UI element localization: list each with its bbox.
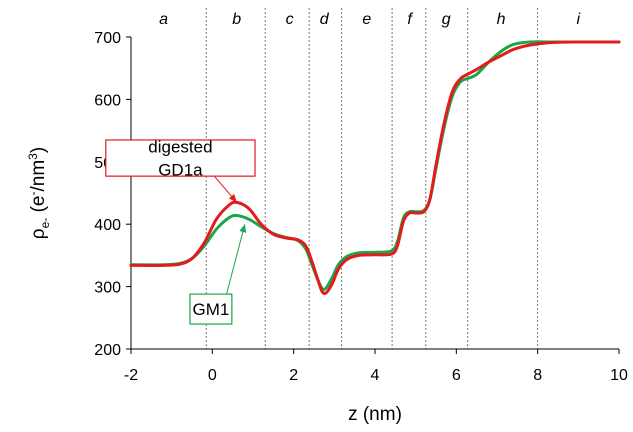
region-label-e: e <box>362 11 371 28</box>
region-label-g: g <box>442 11 451 28</box>
y-axis-title: ρe- (e-/nm3) <box>26 147 52 239</box>
region-label-a: a <box>159 11 168 28</box>
region-label-c: c <box>286 11 294 28</box>
x-axis: -2 0 2 4 6 8 10 <box>124 348 628 384</box>
y-tick-label: 700 <box>94 30 121 47</box>
y-tick-label: 200 <box>94 342 121 359</box>
region-label-i: i <box>577 11 581 28</box>
y-tick-label: 400 <box>94 217 121 234</box>
region-labels: a b c d e f g h i <box>159 11 580 28</box>
x-tick-label: -2 <box>124 367 138 384</box>
annotation-gm1-arrow <box>226 224 246 295</box>
x-tick-label: 4 <box>371 367 380 384</box>
region-label-f: f <box>407 11 413 28</box>
x-axis-title: z (nm) <box>348 404 402 425</box>
x-tick-label: 8 <box>533 367 542 384</box>
region-label-h: h <box>497 11 506 28</box>
y-axis: 200300400500600700 <box>94 30 132 359</box>
annotation-gm1-text: GM1 <box>192 300 229 319</box>
annotation-digested-gd1a-text: digested <box>148 138 212 157</box>
annotation-digested-gd1a-text: GD1a <box>158 161 203 180</box>
region-label-d: d <box>320 11 330 28</box>
x-tick-label: 6 <box>452 367 461 384</box>
annotation-gm1-arrowhead <box>239 224 247 233</box>
y-tick-label: 600 <box>94 92 121 109</box>
annotation-digested-gd1a-box <box>105 139 256 177</box>
region-divider-lines <box>205 8 539 349</box>
annotation-digested-gd1a-arrowhead <box>228 194 237 203</box>
region-label-b: b <box>232 11 241 28</box>
x-tick-label: 2 <box>289 367 298 384</box>
annotations: digested GD1a GM1 <box>105 138 256 325</box>
y-tick-label: 300 <box>94 280 121 297</box>
annotation-gm1-box <box>189 293 233 325</box>
x-tick-label: 0 <box>208 367 217 384</box>
series-line-gm1 <box>129 40 621 291</box>
x-tick-label: 10 <box>610 367 628 384</box>
